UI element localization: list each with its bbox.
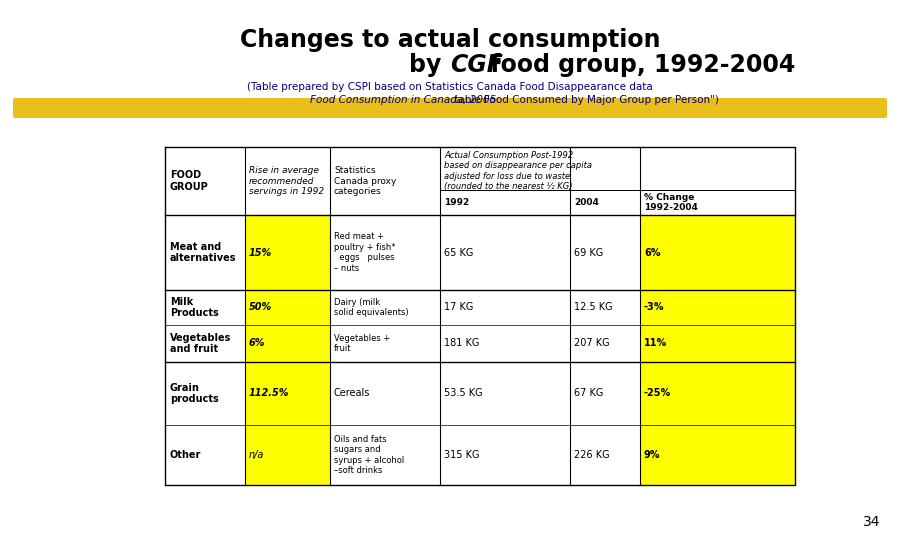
Text: Changes to actual consumption: Changes to actual consumption	[239, 28, 661, 52]
Text: % Change
1992-2004: % Change 1992-2004	[644, 193, 698, 212]
Text: 2004: 2004	[574, 198, 599, 207]
Text: Other: Other	[170, 450, 202, 460]
Text: Cereals: Cereals	[334, 388, 371, 399]
Bar	[640, 290, 795, 362]
Text: Oils and fats
sugars and
syrups + alcohol
–soft drinks: Oils and fats sugars and syrups + alcoho…	[334, 435, 404, 475]
Text: 34: 34	[862, 515, 880, 529]
Bar	[640, 362, 795, 485]
Bar	[640, 215, 795, 290]
Bar	[245, 362, 330, 485]
Text: 67 KG: 67 KG	[574, 388, 603, 399]
Text: 17 KG: 17 KG	[444, 302, 473, 313]
Text: 12.5 KG: 12.5 KG	[574, 302, 613, 313]
Text: Rise in average
recommended
servings in 1992: Rise in average recommended servings in …	[249, 166, 324, 196]
Text: 6%: 6%	[644, 247, 661, 258]
Text: 1992: 1992	[444, 198, 469, 207]
FancyBboxPatch shape	[13, 98, 887, 118]
Text: 226 KG: 226 KG	[574, 450, 609, 460]
Text: CGF: CGF	[450, 53, 503, 77]
Text: 9%: 9%	[644, 450, 661, 460]
Text: Actual Consumption Post-1992
based on disappearance per capita
adjusted for loss: Actual Consumption Post-1992 based on di…	[444, 151, 592, 191]
Text: 50%: 50%	[249, 302, 272, 313]
Text: -25%: -25%	[644, 388, 671, 399]
Text: Grain
products: Grain products	[170, 383, 219, 404]
Text: 15%: 15%	[249, 247, 272, 258]
Text: 6%: 6%	[249, 339, 266, 348]
Text: n/a: n/a	[249, 450, 265, 460]
Text: 53.5 KG: 53.5 KG	[444, 388, 482, 399]
Text: Dairy (milk
solid equivalents): Dairy (milk solid equivalents)	[334, 298, 409, 317]
Text: Red meat +
poultry + fish*
  eggs   pulses
– nuts: Red meat + poultry + fish* eggs pulses –…	[334, 232, 395, 273]
Text: Vegetables
and fruit: Vegetables and fruit	[170, 333, 231, 354]
Text: Milk
Products: Milk Products	[170, 296, 219, 318]
Text: 69 KG: 69 KG	[574, 247, 603, 258]
Text: FOOD
GROUP: FOOD GROUP	[170, 170, 209, 192]
Text: 11%: 11%	[644, 339, 667, 348]
Text: 207 KG: 207 KG	[574, 339, 609, 348]
Text: 112.5%: 112.5%	[249, 388, 290, 399]
Text: Statistics
Canada proxy
categories: Statistics Canada proxy categories	[334, 166, 396, 196]
Text: Meat and
alternatives: Meat and alternatives	[170, 242, 237, 264]
Bar	[245, 215, 330, 290]
Text: -3%: -3%	[644, 302, 664, 313]
Text: Vegetables +
fruit: Vegetables + fruit	[334, 334, 391, 353]
Text: food group, 1992-2004: food group, 1992-2004	[482, 53, 796, 77]
Bar	[245, 290, 330, 362]
Text: Food Consumption in Canada, 2005: Food Consumption in Canada, 2005	[310, 95, 496, 105]
Text: (Table prepared by CSPI based on Statistics Canada Food Disappearance data: (Table prepared by CSPI based on Statist…	[248, 82, 652, 92]
Text: table Food Consumed by Major Group per Person"): table Food Consumed by Major Group per P…	[451, 95, 719, 105]
Text: 315 KG: 315 KG	[444, 450, 480, 460]
Text: by: by	[410, 53, 450, 77]
Text: 65 KG: 65 KG	[444, 247, 473, 258]
Text: 181 KG: 181 KG	[444, 339, 480, 348]
